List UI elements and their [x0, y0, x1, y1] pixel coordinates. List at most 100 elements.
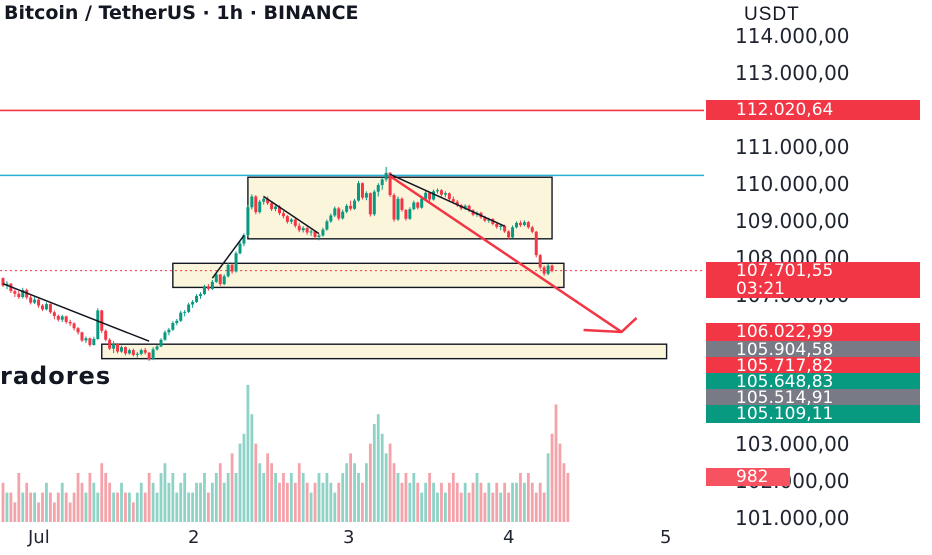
- volume-bar: [372, 424, 376, 522]
- candle-body: [436, 190, 439, 192]
- candle-body: [447, 193, 451, 200]
- candle-body: [250, 196, 254, 208]
- volume-bar: [337, 482, 341, 522]
- volume-bar: [210, 482, 214, 522]
- volume-bar: [444, 492, 447, 522]
- volume-label[interactable]: 982: [706, 468, 790, 486]
- volume-bar: [250, 414, 254, 522]
- volume-bar: [124, 492, 127, 522]
- volume-bar: [270, 463, 273, 522]
- candle-body: [384, 172, 388, 180]
- candle-body: [467, 205, 471, 211]
- volume-bar: [5, 492, 9, 522]
- volume-bar: [408, 482, 412, 522]
- volume-bar: [100, 463, 104, 522]
- price-label[interactable]: 105.717,82: [706, 357, 920, 375]
- symbol-title[interactable]: Bitcoin / TetherUS · 1h · BINANCE: [4, 2, 359, 24]
- candle-body: [139, 350, 143, 354]
- volume-bar: [72, 492, 76, 522]
- volume-bar: [242, 433, 246, 522]
- candle-body: [376, 185, 380, 192]
- candle-body: [357, 183, 360, 201]
- zone-rectangle: [172, 262, 565, 289]
- candle-body: [171, 323, 175, 330]
- volume-bar: [538, 482, 542, 522]
- volume-bar: [68, 502, 72, 522]
- candle-body: [210, 281, 214, 289]
- candle-body: [285, 216, 289, 222]
- volume-bar: [353, 463, 356, 522]
- candle-body: [455, 201, 459, 206]
- volume-bar: [286, 482, 289, 522]
- volume-bar: [467, 492, 471, 522]
- volume-bar: [365, 463, 368, 522]
- price-label[interactable]: 105.109,11: [706, 405, 920, 423]
- volume-bar: [9, 492, 13, 522]
- volume-bar: [139, 482, 143, 522]
- candle-body: [511, 227, 515, 238]
- volume-bar: [258, 463, 262, 522]
- volume-bar: [368, 443, 372, 522]
- volume-bar: [550, 433, 554, 522]
- volume-bar: [333, 492, 337, 522]
- volume-bar: [187, 492, 191, 522]
- candle-body: [1, 278, 5, 286]
- price-tick: 111.000,00: [735, 135, 850, 159]
- volume-bar: [171, 473, 175, 522]
- candle-body: [60, 316, 64, 320]
- candle-body: [100, 310, 104, 331]
- volume-bar: [329, 482, 333, 522]
- candle-body: [120, 347, 123, 352]
- price-label[interactable]: 105.648,83: [706, 373, 920, 391]
- candle-body: [108, 339, 112, 349]
- volume-bar: [159, 473, 163, 522]
- trendline: [263, 195, 320, 235]
- price-label[interactable]: 105.904,58: [706, 341, 920, 359]
- volume-bar: [463, 482, 467, 522]
- trendline: [389, 173, 505, 227]
- candle-body: [80, 332, 84, 341]
- volume-bar: [246, 384, 250, 522]
- arrow-head: [583, 317, 638, 334]
- candle-body: [44, 304, 48, 310]
- candle-body: [408, 209, 412, 219]
- volume-bar: [17, 473, 21, 522]
- price-label[interactable]: 106.022,99: [706, 323, 920, 341]
- candle-body: [21, 290, 25, 298]
- time-tick: 5: [660, 527, 672, 548]
- volume-bar: [554, 404, 558, 522]
- candle-body: [84, 338, 88, 341]
- price-label[interactable]: 105.514,91: [706, 389, 920, 407]
- candle-body: [341, 211, 345, 219]
- candle-body: [254, 196, 258, 213]
- candle-body: [349, 205, 353, 209]
- currency-label[interactable]: USDT: [744, 4, 800, 25]
- candle-body: [522, 222, 526, 226]
- price-tick: 114.000,00: [735, 24, 850, 48]
- candle-body: [13, 291, 17, 294]
- volume-bar: [64, 492, 68, 522]
- price-label-last[interactable]: 107.701,55: [706, 262, 920, 280]
- volume-bar: [222, 482, 226, 522]
- candle-body: [530, 227, 534, 232]
- volume-bar: [41, 492, 44, 522]
- candle-body: [518, 222, 522, 226]
- volume-bar: [96, 492, 100, 522]
- candle-body: [499, 225, 503, 227]
- candle-body: [147, 352, 151, 360]
- volume-bar: [321, 482, 325, 522]
- candle-body: [262, 198, 266, 202]
- volume-bar: [301, 473, 305, 522]
- trendline: [211, 235, 245, 279]
- volume-bar: [218, 463, 222, 522]
- candle-body: [258, 201, 262, 213]
- volume-bar: [384, 453, 388, 522]
- candle-body: [195, 295, 199, 302]
- time-tick: 3: [343, 527, 355, 548]
- price-label-resistance[interactable]: 112.020,64: [706, 100, 920, 120]
- volume-bar: [191, 492, 194, 522]
- volume-bar: [199, 482, 202, 522]
- candle-body: [550, 265, 554, 271]
